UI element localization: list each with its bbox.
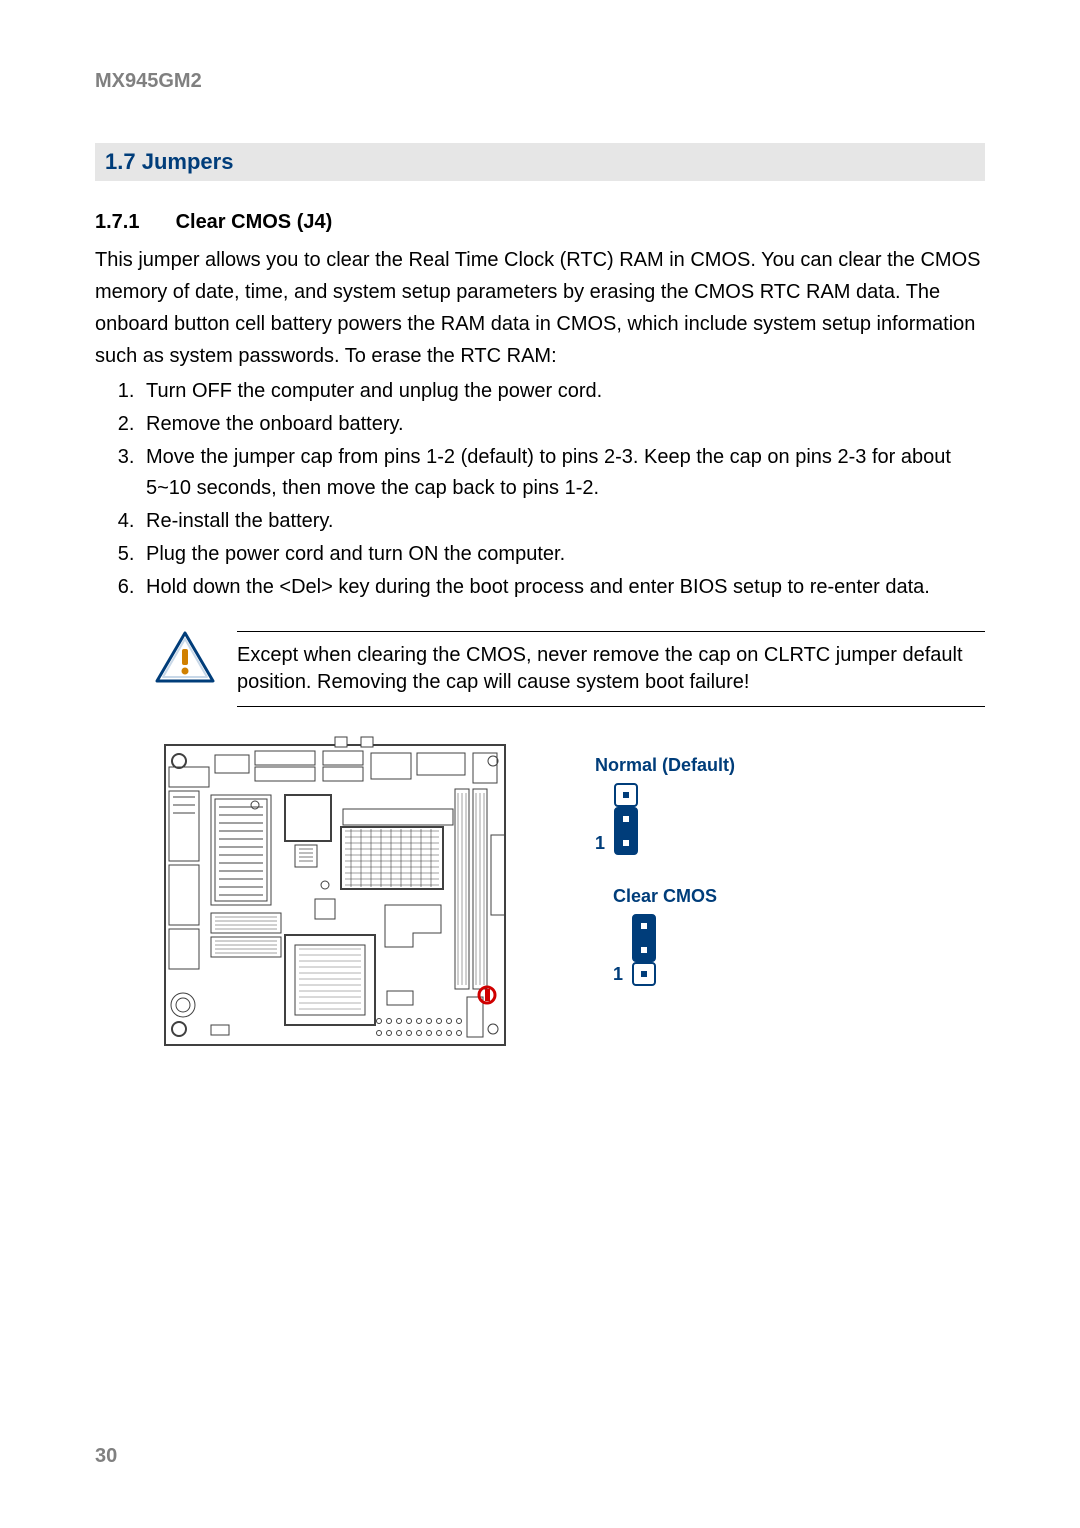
callout-text-wrap: Except when clearing the CMOS, never rem… <box>237 631 985 707</box>
warning-icon <box>155 631 215 685</box>
subsection-title: Clear CMOS (J4) <box>176 211 333 233</box>
section-title: Jumpers <box>142 149 234 174</box>
jumper-pin-1-label: 1 <box>613 964 623 985</box>
motherboard-diagram <box>155 735 515 1055</box>
jumper-pin-1-label: 1 <box>595 833 605 854</box>
steps-list: Turn OFF the computer and unplug the pow… <box>95 376 985 603</box>
jumper-normal-label: Normal (Default) <box>595 755 735 776</box>
diagram-row: Normal (Default) 1 Clear CMOS 1 <box>155 735 985 1055</box>
page-number: 30 <box>95 1445 117 1468</box>
callout-text: Except when clearing the CMOS, never rem… <box>237 642 985 696</box>
intro-paragraph: This jumper allows you to clear the Real… <box>95 244 985 372</box>
jumper-clear-block: 1 <box>613 913 717 987</box>
jumper-normal-group: Normal (Default) 1 <box>595 755 735 856</box>
step-item: Remove the onboard battery. <box>140 409 985 440</box>
step-item: Move the jumper cap from pins 1-2 (defau… <box>140 442 985 504</box>
section-heading: 1.7 Jumpers <box>95 143 985 181</box>
jumper-states-column: Normal (Default) 1 Clear CMOS 1 <box>595 735 735 987</box>
warning-callout: Except when clearing the CMOS, never rem… <box>155 631 985 707</box>
step-item: Plug the power cord and turn ON the comp… <box>140 539 985 570</box>
step-item: Re-install the battery. <box>140 506 985 537</box>
jumper-clear-label: Clear CMOS <box>613 886 717 907</box>
jumper-clear-diagram <box>629 913 659 987</box>
subsection-heading: 1.7.1 Clear CMOS (J4) <box>95 211 985 234</box>
jumper-clear-group: Clear CMOS 1 <box>613 886 717 987</box>
jumper-normal-diagram <box>611 782 641 856</box>
step-item: Turn OFF the computer and unplug the pow… <box>140 376 985 407</box>
step-item: Hold down the <Del> key during the boot … <box>140 572 985 603</box>
section-number: 1.7 <box>105 149 136 174</box>
product-name: MX945GM2 <box>95 70 985 93</box>
subsection-number: 1.7.1 <box>95 211 170 234</box>
jumper-normal-block: 1 <box>595 782 735 856</box>
